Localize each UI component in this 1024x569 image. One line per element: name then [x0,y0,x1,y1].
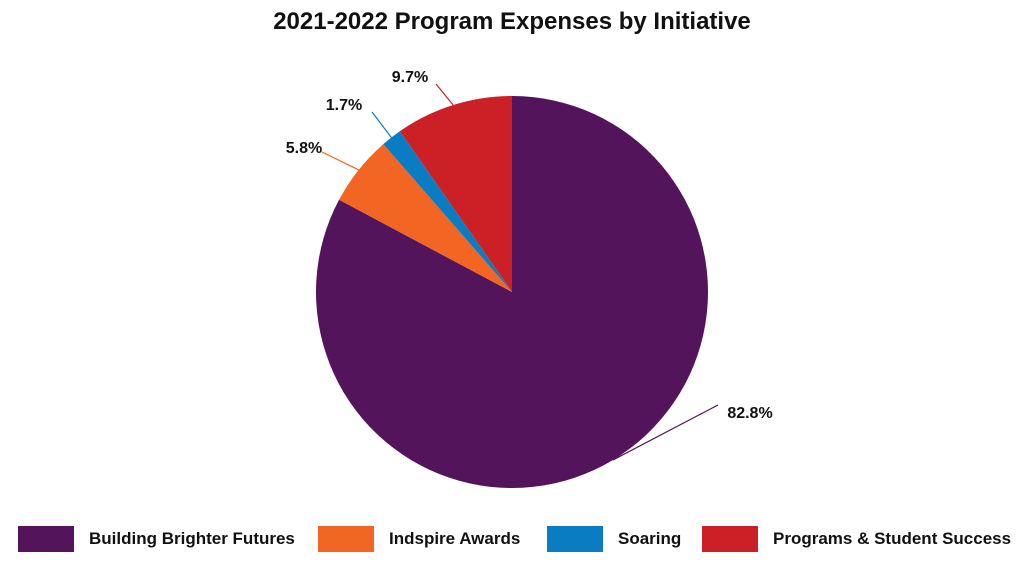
legend: Building Brighter Futures Indspire Award… [0,522,1024,556]
legend-item-indspire-awards: Indspire Awards [318,522,520,556]
legend-item-programs-student-success: Programs & Student Success [702,522,1011,556]
legend-label: Programs & Student Success [773,529,1012,548]
legend-item-soaring: Soaring [547,522,681,556]
pie-chart: 82.8% 5.8% 1.7% 9.7% [286,69,773,489]
chart-title: 2021-2022 Program Expenses by Initiative [273,8,751,35]
legend-item-building-brighter-futures: Building Brighter Futures [18,522,295,556]
legend-label: Building Brighter Futures [89,529,295,548]
leader-line [612,404,719,461]
pie-slice-soaring [383,131,512,292]
legend-swatch [702,526,758,552]
data-label: 9.7% [392,69,428,86]
data-label: 1.7% [326,97,362,114]
pie-slice-programs-student-success [399,96,512,292]
data-label: 5.8% [286,140,322,157]
leader-line [321,151,359,171]
legend-label: Indspire Awards [389,529,521,548]
pie-slice-indspire-awards [339,144,512,292]
legend-label: Soaring [618,529,682,548]
leader-line [435,83,454,106]
legend-swatch [318,526,374,552]
legend-swatch [18,526,74,552]
legend-swatch [547,526,603,552]
data-label: 82.8% [727,405,772,422]
leader-line [371,111,392,138]
